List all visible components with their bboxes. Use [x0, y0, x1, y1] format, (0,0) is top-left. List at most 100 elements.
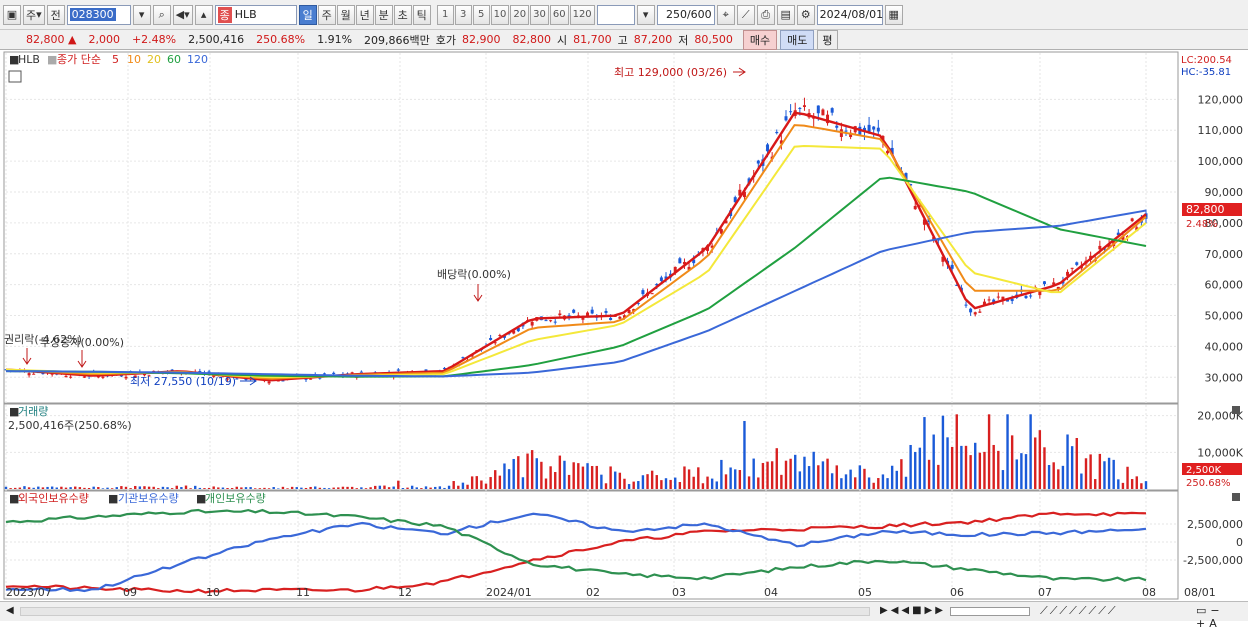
stock-name-field[interactable]: 종 HLB: [214, 4, 297, 25]
period-tab-2[interactable]: 월: [336, 4, 355, 25]
draw-line-icon[interactable]: ⟋: [736, 4, 755, 25]
interval-button-5[interactable]: 30: [530, 4, 549, 25]
interval-input[interactable]: [596, 4, 635, 25]
print-icon[interactable]: ⎙: [756, 4, 775, 25]
market-select[interactable]: 주 ▾: [23, 4, 45, 25]
volume-bar: [83, 487, 86, 489]
candle-body: [982, 301, 986, 306]
price-tick-label: 100,000: [1198, 155, 1244, 168]
volume-bar: [623, 478, 626, 489]
buy-button[interactable]: 매수: [742, 29, 778, 50]
volume-bar: [64, 487, 68, 489]
volume-bar: [147, 486, 151, 489]
interval-dropdown-icon[interactable]: ▾: [636, 4, 655, 25]
period-tab-0[interactable]: 일: [298, 4, 317, 25]
candle-body: [1056, 286, 1060, 290]
volume-bar: [286, 488, 289, 489]
interval-button-7[interactable]: 120: [569, 4, 595, 25]
volume-bar: [304, 487, 308, 489]
flow-legend-indiv: 개인보유수량: [205, 492, 266, 505]
volume-bar: [318, 487, 322, 489]
volume-marker: ■: [9, 405, 19, 418]
period-tab-4[interactable]: 분: [374, 4, 393, 25]
interval-button-2[interactable]: 5: [472, 4, 490, 25]
candle-body: [655, 283, 659, 286]
gear-icon[interactable]: ⚙: [796, 4, 815, 25]
period-tab-3[interactable]: 년: [355, 4, 374, 25]
volume-bar: [281, 486, 285, 489]
drawing-tools-icon[interactable]: ⟋⟋⟋⟋⟋⟋⟋⟋: [1040, 604, 1118, 617]
zoom-slider[interactable]: [950, 607, 1030, 616]
volume-bar: [729, 467, 732, 489]
candle-body: [618, 316, 622, 319]
interval-button-3[interactable]: 10: [490, 4, 510, 25]
candle-body: [332, 372, 336, 374]
calendar-icon[interactable]: ▦: [884, 4, 903, 25]
period-tab-5[interactable]: 초: [393, 4, 412, 25]
volume-bar: [429, 487, 432, 489]
volume-bar: [969, 455, 972, 489]
sell-button[interactable]: 매도: [780, 29, 815, 50]
eval-button[interactable]: 평: [817, 29, 838, 50]
candle-body: [775, 131, 779, 134]
volume-bar: [129, 488, 132, 489]
volume-bar: [221, 487, 225, 489]
candle-body: [978, 311, 982, 313]
volume-bar: [37, 486, 40, 489]
volume-bar: [789, 458, 792, 489]
volume-bar: [540, 461, 543, 489]
save-icon[interactable]: ▤: [776, 4, 795, 25]
prev-button[interactable]: 전: [46, 4, 65, 25]
volume-bar: [9, 488, 12, 489]
volume-bar: [447, 485, 451, 489]
crosshair-icon[interactable]: ⌖: [716, 4, 735, 25]
candle-body: [996, 296, 1000, 298]
volume-bar: [263, 487, 266, 489]
volume-bar: [1038, 430, 1042, 489]
interval-button-6[interactable]: 60: [549, 4, 569, 25]
sound-icon[interactable]: ◀▾: [172, 4, 193, 25]
volume-bar: [314, 486, 317, 489]
volume-bar: [812, 451, 815, 489]
volume-bar: [415, 487, 418, 489]
up-arrow-icon[interactable]: ▴: [194, 4, 213, 25]
candle-body: [641, 290, 645, 295]
table-icon[interactable]: [8, 70, 22, 83]
date-input[interactable]: 2024/08/01: [816, 4, 883, 25]
zoom-tools-icon[interactable]: ▭−+A: [1196, 604, 1224, 630]
period-tab-1[interactable]: 주: [317, 4, 336, 25]
candle-body: [396, 369, 400, 371]
interval-button-1[interactable]: 3: [454, 4, 472, 25]
bottom-scrollbar[interactable]: ◀ ▶◀◀■▶▶ ⟋⟋⟋⟋⟋⟋⟋⟋ ▭−+A: [0, 601, 1248, 630]
volume-panel-close-icon[interactable]: [1232, 406, 1240, 414]
volume-bar: [1029, 414, 1032, 489]
interval-button-4[interactable]: 20: [510, 4, 530, 25]
volume-bar: [337, 487, 340, 489]
volume-bar: [950, 446, 954, 489]
volume-bar: [761, 462, 765, 489]
candle-body: [941, 256, 945, 262]
volume-ratio: 250.68%: [256, 33, 306, 46]
hc-label: HC:-35.81: [1181, 67, 1231, 78]
candle-body: [1098, 245, 1102, 250]
candle-body: [609, 317, 613, 321]
search-icon[interactable]: ⌕: [152, 4, 171, 25]
count-input[interactable]: 250/600: [656, 4, 715, 25]
code-input[interactable]: 028300: [66, 4, 131, 25]
price-tick-label: 30,000: [1205, 371, 1244, 384]
period-tab-6[interactable]: 틱: [412, 4, 431, 25]
price-tick-label: 110,000: [1198, 124, 1244, 137]
interval-button-0[interactable]: 1: [436, 4, 454, 25]
code-dropdown-icon[interactable]: ▾: [132, 4, 151, 25]
stock-chart[interactable]: 30,000 40,000 50,000 60,000 70,000 80,000 90,0…: [0, 50, 1248, 601]
flow-panel-close-icon[interactable]: [1232, 493, 1240, 501]
playback-controls-icon[interactable]: ▶◀◀■▶▶: [880, 605, 946, 616]
volume-bar: [1084, 458, 1088, 489]
scroll-left-icon[interactable]: ◀: [6, 605, 14, 616]
candle-body: [950, 264, 954, 269]
window-icon[interactable]: ▣: [3, 4, 21, 25]
volume-bar: [955, 414, 958, 489]
candle-body: [1144, 213, 1148, 219]
price-tick-label: 120,000: [1198, 93, 1244, 106]
scroll-track[interactable]: [20, 607, 870, 616]
